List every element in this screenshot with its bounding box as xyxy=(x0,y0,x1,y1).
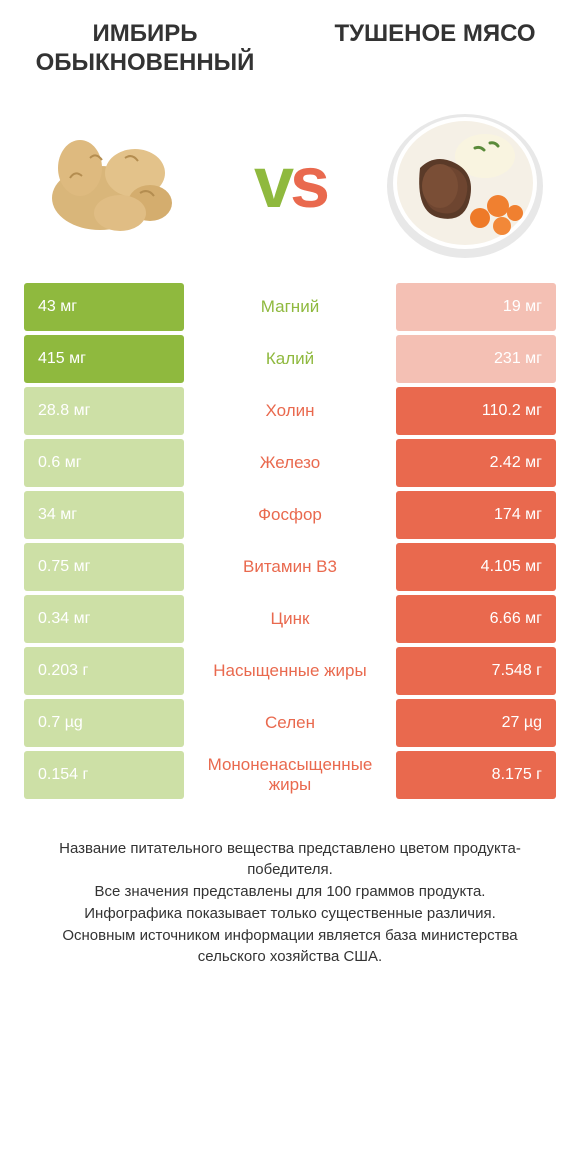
table-row: 0.75 мгВитамин B34.105 мг xyxy=(24,543,556,591)
right-value-cell: 7.548 г xyxy=(396,647,556,695)
nutrient-label: Селен xyxy=(184,699,396,747)
nutrient-label: Калий xyxy=(184,335,396,383)
left-value-cell: 34 мг xyxy=(24,491,184,539)
table-row: 43 мгМагний19 мг xyxy=(24,283,556,331)
right-value-cell: 4.105 мг xyxy=(396,543,556,591)
footer-line: Название питательного вещества представл… xyxy=(30,838,550,882)
table-row: 0.34 мгЦинк6.66 мг xyxy=(24,595,556,643)
left-food-image xyxy=(30,98,200,268)
left-value-cell: 0.34 мг xyxy=(24,595,184,643)
left-value-cell: 415 мг xyxy=(24,335,184,383)
infographic-container: ИМБИРЬ ОБЫКНОВЕННЫЙ ТУШЕНОЕ МЯСО vs xyxy=(0,0,580,1174)
table-row: 415 мгКалий231 мг xyxy=(24,335,556,383)
right-value-cell: 19 мг xyxy=(396,283,556,331)
right-value-cell: 110.2 мг xyxy=(396,387,556,435)
left-value-cell: 0.6 мг xyxy=(24,439,184,487)
table-row: 28.8 мгХолин110.2 мг xyxy=(24,387,556,435)
table-row: 34 мгФосфор174 мг xyxy=(24,491,556,539)
nutrient-label: Фосфор xyxy=(184,491,396,539)
nutrient-label: Цинк xyxy=(184,595,396,643)
hero-row: vs xyxy=(0,88,580,283)
left-value-cell: 43 мг xyxy=(24,283,184,331)
left-value-cell: 0.154 г xyxy=(24,751,184,799)
right-value-cell: 8.175 г xyxy=(396,751,556,799)
footer-line: Инфографика показывает только существенн… xyxy=(30,903,550,925)
left-title: ИМБИРЬ ОБЫКНОВЕННЫЙ xyxy=(30,20,260,78)
right-food-image xyxy=(380,98,550,268)
nutrient-label: Холин xyxy=(184,387,396,435)
right-value-cell: 27 µg xyxy=(396,699,556,747)
table-row: 0.6 мгЖелезо2.42 мг xyxy=(24,439,556,487)
nutrient-label: Железо xyxy=(184,439,396,487)
table-row: 0.7 µgСелен27 µg xyxy=(24,699,556,747)
right-value-cell: 231 мг xyxy=(396,335,556,383)
titles-row: ИМБИРЬ ОБЫКНОВЕННЫЙ ТУШЕНОЕ МЯСО xyxy=(0,0,580,88)
ginger-icon xyxy=(30,98,200,268)
left-value-cell: 0.75 мг xyxy=(24,543,184,591)
table-row: 0.154 гМононенасыщенные жиры8.175 г xyxy=(24,751,556,799)
right-value-cell: 174 мг xyxy=(396,491,556,539)
right-value-cell: 6.66 мг xyxy=(396,595,556,643)
right-title: ТУШЕНОЕ МЯСО xyxy=(320,20,550,78)
stew-icon xyxy=(380,98,550,268)
right-value-cell: 2.42 мг xyxy=(396,439,556,487)
left-value-cell: 0.203 г xyxy=(24,647,184,695)
left-value-cell: 0.7 µg xyxy=(24,699,184,747)
footer-line: Все значения представлены для 100 граммо… xyxy=(30,881,550,903)
footer-notes: Название питательного вещества представл… xyxy=(0,803,580,989)
nutrient-label: Витамин B3 xyxy=(184,543,396,591)
vs-label: vs xyxy=(254,142,326,224)
nutrient-label: Насыщенные жиры xyxy=(184,647,396,695)
nutrient-label: Мононенасыщенные жиры xyxy=(184,751,396,799)
footer-line: Основным источником информации является … xyxy=(30,925,550,969)
left-value-cell: 28.8 мг xyxy=(24,387,184,435)
nutrient-label: Магний xyxy=(184,283,396,331)
comparison-table: 43 мгМагний19 мг415 мгКалий231 мг28.8 мг… xyxy=(0,283,580,799)
table-row: 0.203 гНасыщенные жиры7.548 г xyxy=(24,647,556,695)
